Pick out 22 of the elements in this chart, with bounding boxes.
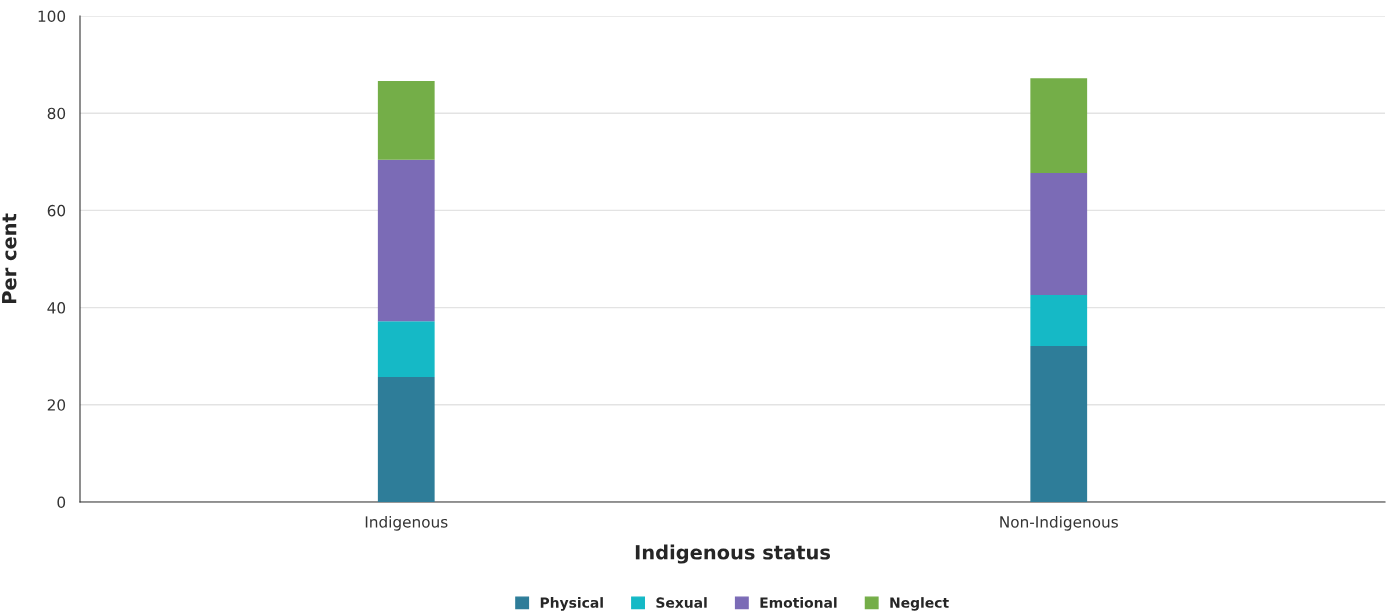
y-tick-label: 100 [38,10,66,23]
y-tick-label: 80 [47,107,66,120]
bar [1030,172,1088,295]
x-tick-label: Non-Indigenous [1000,515,1118,531]
y-tick-label: 0 [57,496,66,509]
legend-label: Emotional [760,597,837,608]
legend-label: Physical [540,597,603,611]
x-axis-title: Indigenous status [635,544,831,564]
y-tick-label: 20 [47,399,66,411]
bar [1030,294,1088,346]
bar [377,321,435,378]
bar [377,159,435,322]
legend-label: Neglect [890,597,949,611]
x-tick-label: Indigenous [365,515,448,531]
bar [377,81,435,160]
bar [1030,78,1088,173]
y-axis-title: Per cent [2,213,17,304]
legend-label: Sexual [656,597,707,608]
y-tick-label: 60 [47,204,66,217]
bar [1030,345,1088,502]
y-tick-label: 40 [47,302,66,314]
bar [377,377,435,502]
